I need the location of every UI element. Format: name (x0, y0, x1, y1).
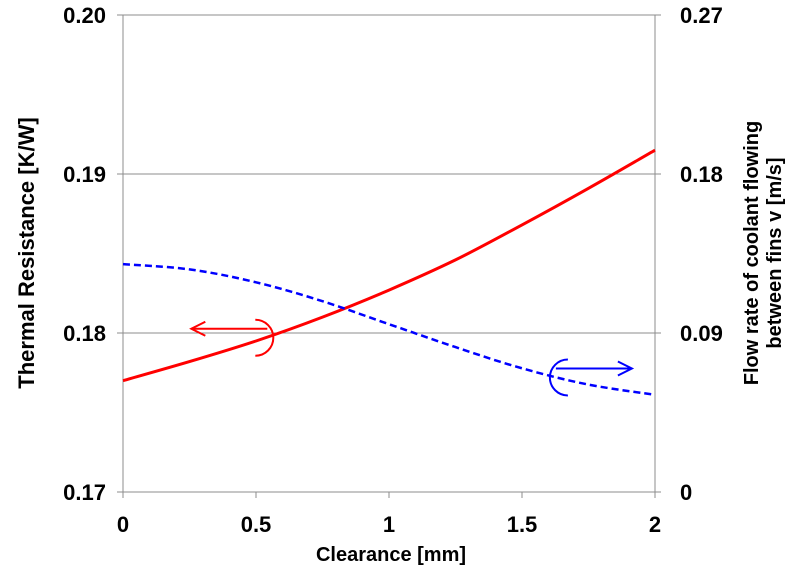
tick-labels: 0.17 0.18 0.19 0.20 0 0.09 0.18 0.27 0 0.5 1 1.5 2 (63, 3, 723, 537)
y-right-tick-label: 0.18 (680, 162, 723, 187)
y-axis-right-title-line1: Flow rate of coolant flowing (741, 121, 763, 385)
y-left-tick-label: 0.20 (63, 3, 106, 28)
annotations (189, 318, 635, 397)
x-tick-label: 0.5 (241, 512, 272, 537)
series-line-flow-rate (122, 262, 656, 397)
y-right-tick-label: 0 (680, 480, 692, 505)
x-axis-title: Clearance [mm] (316, 544, 466, 566)
y-left-tick-label: 0.18 (63, 321, 106, 346)
indicator-arrow-head (189, 320, 206, 337)
series-group (122, 148, 656, 397)
indicator-arc (548, 358, 568, 397)
indicator-arrow-head (617, 360, 635, 377)
y-axis-left-title: Thermal Resistance [K/W] (14, 117, 39, 388)
x-tick-label: 0 (117, 512, 129, 537)
x-tick-label: 1.5 (507, 512, 538, 537)
y-axis-right-title-line2: between fins v [m/s] (764, 157, 786, 348)
axis-indicator-left (189, 318, 275, 357)
y-right-tick-label: 0.09 (680, 321, 723, 346)
x-tick-label: 2 (649, 512, 661, 537)
series-line-thermal-resistance (122, 148, 656, 383)
grid (123, 14, 655, 493)
y-left-tick-label: 0.17 (63, 480, 106, 505)
indicator-arc (255, 318, 275, 357)
axis-indicator-right (548, 358, 635, 397)
axes (117, 14, 661, 498)
y-right-tick-label: 0.27 (680, 3, 723, 28)
x-tick-label: 1 (383, 512, 395, 537)
y-left-tick-label: 0.19 (63, 162, 106, 187)
